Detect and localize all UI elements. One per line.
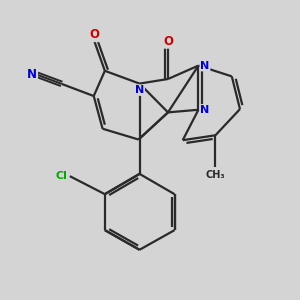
- Text: N: N: [27, 68, 37, 81]
- Text: N: N: [200, 105, 210, 115]
- Text: N: N: [135, 85, 144, 95]
- Text: N: N: [200, 61, 210, 70]
- Text: CH₃: CH₃: [206, 169, 225, 179]
- Text: O: O: [89, 28, 99, 41]
- Text: Cl: Cl: [56, 171, 68, 181]
- Text: O: O: [163, 35, 173, 48]
